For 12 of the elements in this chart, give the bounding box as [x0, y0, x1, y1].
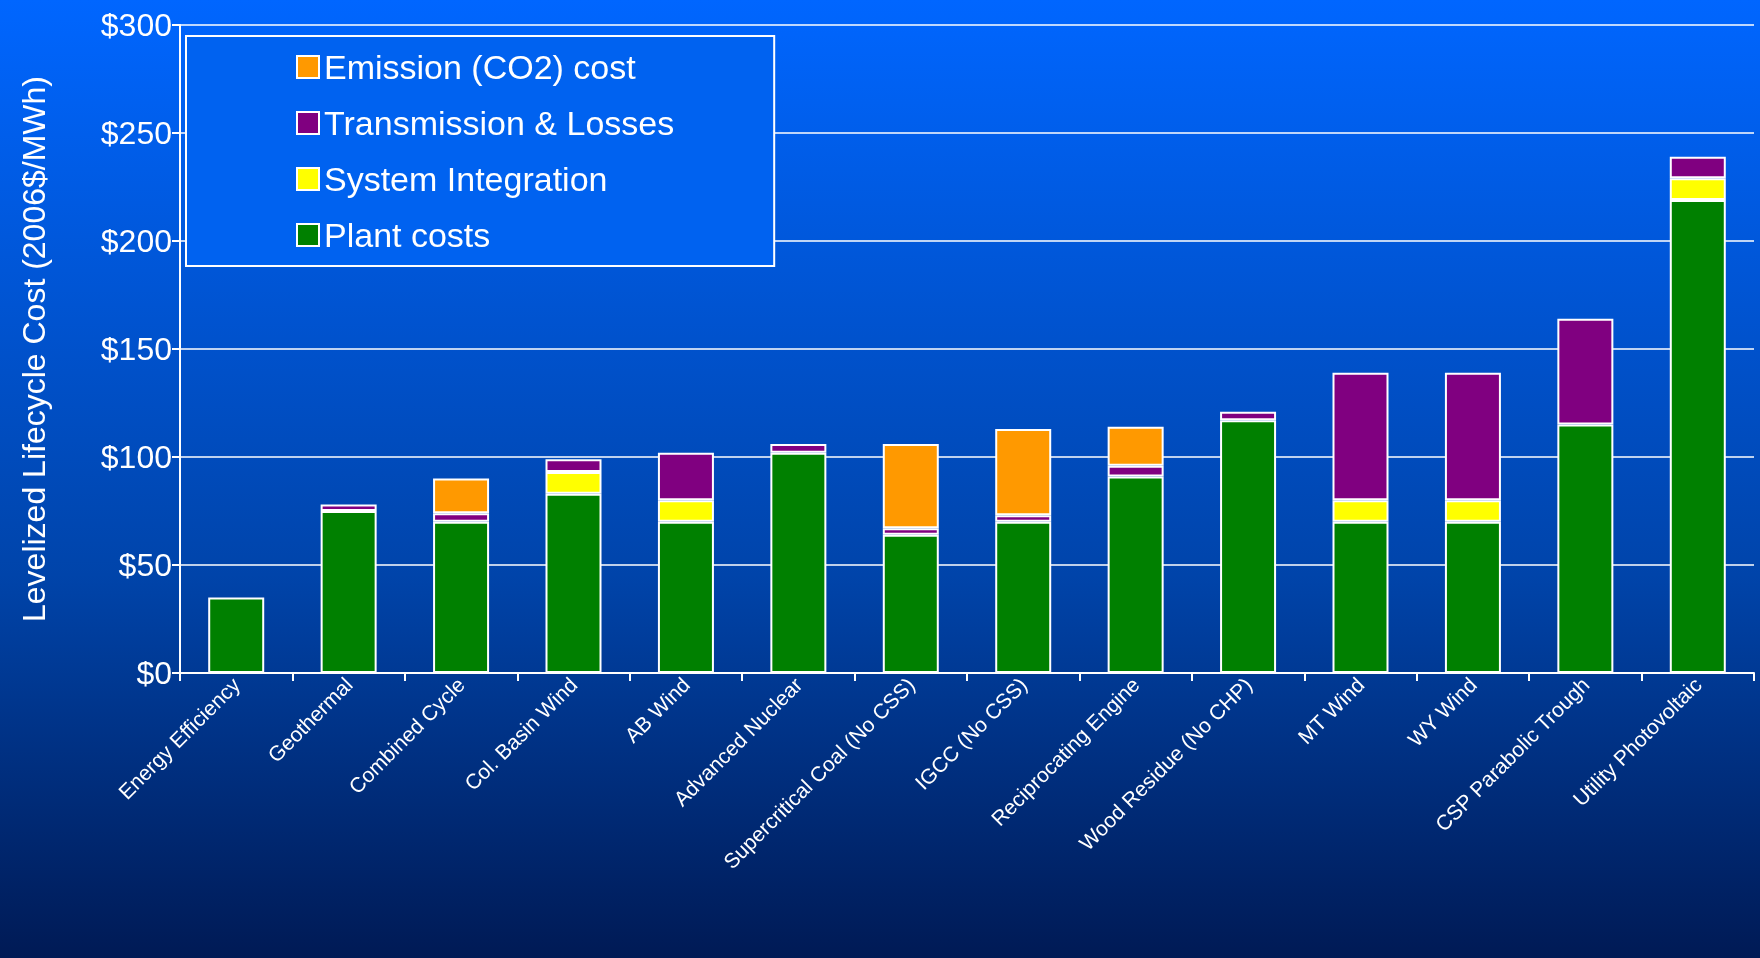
y-tick-label: $50 — [118, 547, 172, 583]
y-tick-label: $150 — [100, 331, 172, 367]
y-tick-label: $200 — [100, 223, 172, 259]
legend-label: Transmission & Losses — [324, 104, 675, 142]
y-tick-label: $100 — [100, 439, 172, 475]
y-tick-label: $300 — [100, 7, 172, 43]
y-tick-label: $250 — [100, 115, 172, 151]
legend-label: Plant costs — [324, 216, 491, 254]
legend-label: Emission (CO2) cost — [324, 48, 637, 86]
legend-label: System Integration — [324, 160, 608, 198]
y-tick-label: $0 — [136, 655, 172, 691]
y-axis-title: Levelized Lifecycle Cost (2006$/MWh) — [16, 75, 52, 623]
